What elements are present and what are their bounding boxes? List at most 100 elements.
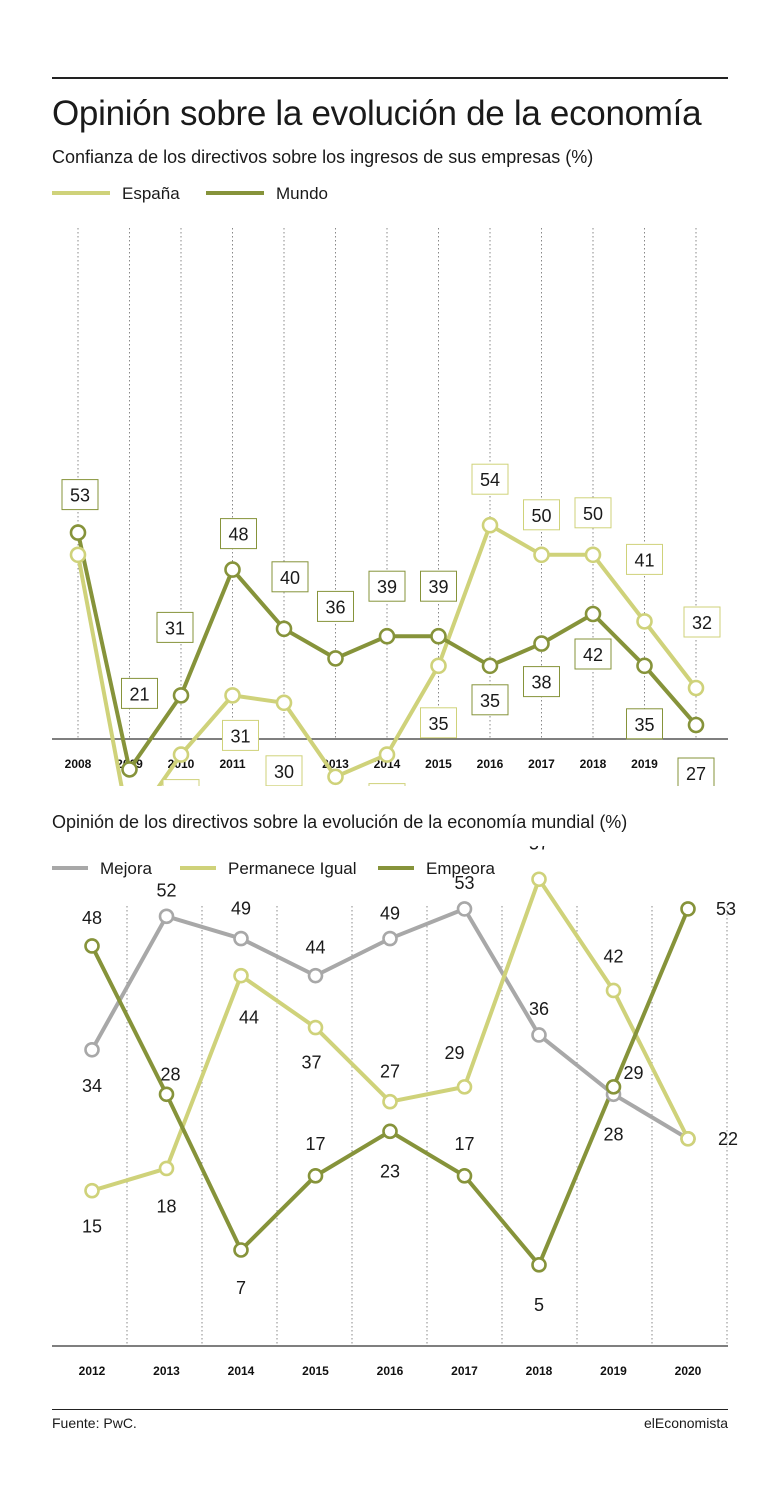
data-point	[382, 1123, 398, 1140]
data-point	[69, 546, 87, 564]
x-tick-label: 2019	[631, 757, 658, 771]
data-point	[307, 1019, 324, 1036]
legend-label-2: Empeora	[426, 859, 496, 878]
data-point	[533, 635, 550, 652]
x-tick-label: 2011	[219, 757, 245, 771]
brand-name: elEconomista	[643, 1415, 728, 1431]
data-point	[233, 930, 249, 947]
data-point	[533, 546, 550, 564]
data-point	[430, 627, 447, 645]
data-label: 35	[480, 691, 500, 711]
data-label-box	[523, 499, 560, 531]
data-label: 31	[230, 726, 250, 746]
data-point	[378, 746, 396, 763]
data-point	[172, 687, 190, 704]
data-point	[84, 938, 100, 954]
data-label: 50	[531, 506, 551, 526]
data-point	[275, 620, 293, 638]
x-tick-label: 2018	[580, 757, 607, 771]
series-line-2	[90, 908, 690, 1267]
data-point	[680, 1130, 696, 1147]
data-point	[224, 561, 241, 578]
data-label: 39	[428, 577, 448, 597]
data-label-box	[626, 543, 663, 575]
data-point	[327, 650, 344, 667]
data-point	[636, 613, 653, 630]
data-point	[172, 746, 190, 763]
data-point	[158, 1160, 175, 1177]
data-point	[584, 546, 602, 564]
data-point	[481, 657, 499, 675]
data-label: 28	[603, 1124, 623, 1144]
data-point	[636, 657, 653, 675]
data-label: 42	[603, 946, 623, 966]
chart1-subtitle: Confianza de los directivos sobre los in…	[52, 147, 594, 167]
series-line-1	[91, 877, 690, 1193]
data-label: 23	[380, 1161, 400, 1181]
chart1-line-chart: EspañaMundo20082009201020112012201320142…	[52, 184, 728, 786]
data-label-box	[420, 570, 457, 602]
data-label: 42	[583, 645, 603, 665]
data-point	[382, 1093, 398, 1110]
x-tick-label: 2016	[377, 1364, 404, 1378]
data-label-box	[61, 479, 99, 511]
data-label-box	[368, 783, 406, 786]
data-label: 44	[305, 938, 325, 958]
chart2-line-chart: Mejora Permanece Igual Empeora 2012 2013 2014…	[52, 846, 738, 1378]
data-point	[382, 930, 398, 947]
data-label: 53	[70, 486, 90, 506]
source-note: Fuente: PwC.	[52, 1415, 137, 1431]
data-label: 21	[129, 684, 149, 704]
data-point	[233, 967, 249, 984]
x-tick-label: 2020	[675, 1364, 702, 1378]
data-label: 35	[428, 714, 448, 734]
data-point	[378, 627, 396, 645]
data-label: 49	[380, 904, 400, 924]
data-label-box	[574, 497, 612, 529]
page-title: Opinión sobre la evolución de la economí…	[52, 94, 702, 133]
data-point	[531, 871, 547, 888]
data-label: 36	[529, 999, 549, 1019]
data-point	[605, 982, 622, 999]
data-point	[327, 768, 344, 786]
x-tick-label: 2014	[228, 1364, 255, 1378]
data-point	[233, 1242, 249, 1258]
data-label-box	[574, 638, 612, 670]
data-label: 48	[228, 525, 248, 545]
data-point	[605, 1079, 622, 1095]
data-label: 50	[583, 504, 603, 524]
data-point	[531, 1257, 547, 1273]
data-label-box	[265, 755, 303, 786]
legend-label-1: Permanece Igual	[228, 859, 357, 878]
data-label: 49	[231, 899, 251, 919]
data-point	[531, 1027, 547, 1043]
data-point	[687, 679, 705, 697]
legend-label-0: Mejora	[100, 859, 153, 878]
data-label: 7	[236, 1278, 246, 1298]
data-label-box	[222, 719, 259, 751]
data-point	[224, 687, 241, 704]
data-point	[584, 605, 602, 623]
data-label: 17	[454, 1134, 474, 1154]
data-point	[121, 761, 138, 778]
data-label: 28	[160, 1064, 180, 1084]
data-label: 15	[82, 1217, 102, 1237]
data-point	[275, 694, 293, 712]
top-rule	[52, 77, 728, 79]
data-label: 17	[305, 1134, 325, 1154]
data-label-box	[156, 611, 194, 643]
data-point	[456, 1079, 473, 1095]
data-label-box	[626, 708, 663, 740]
data-label-box	[121, 677, 158, 709]
data-label-box	[677, 757, 715, 786]
data-label: 38	[531, 673, 551, 693]
data-label: 54	[480, 470, 500, 490]
data-label: 52	[156, 880, 176, 900]
data-label: 5	[534, 1295, 544, 1315]
data-label: 41	[634, 550, 654, 570]
x-tick-label: 2015	[425, 757, 452, 771]
data-label: 57	[529, 846, 549, 853]
data-point	[69, 524, 87, 541]
data-label: 29	[623, 1063, 643, 1083]
data-label-box	[471, 684, 509, 716]
